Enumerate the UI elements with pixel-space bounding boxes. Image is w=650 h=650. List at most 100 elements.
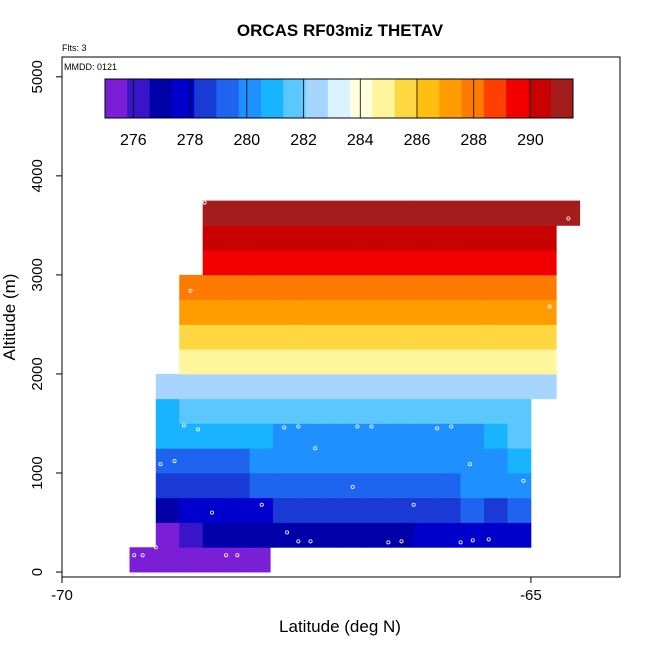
heatmap-cell <box>413 522 438 548</box>
heatmap-cell <box>509 324 534 350</box>
colorbar <box>104 78 574 119</box>
heatmap-cell <box>508 200 533 226</box>
date-annotation: MMDD: 0121 <box>64 62 117 72</box>
colorbar-segment <box>372 79 396 118</box>
colorbar-segment <box>550 79 574 118</box>
heatmap-cell <box>202 299 227 325</box>
heatmap-cell <box>367 349 392 375</box>
heatmap-cell <box>390 522 415 548</box>
colorbar-ticks: 276 278 280 282 284 286 288 290 <box>120 79 544 149</box>
heatmap-cell <box>179 274 204 301</box>
heatmap-cell <box>414 225 439 251</box>
heatmap-cell <box>344 299 369 325</box>
colorbar-segment <box>171 79 195 118</box>
heatmap-cell <box>460 522 485 548</box>
heatmap-cell <box>319 423 344 449</box>
heatmap-cell <box>320 373 345 400</box>
heatmap-cell <box>460 423 485 449</box>
heatmap-cell <box>273 349 298 375</box>
heatmap-cell <box>226 398 250 424</box>
flights-annotation: Flts: 3 <box>62 43 87 53</box>
heatmap-cell <box>438 324 463 350</box>
y-tick-label: 1000 <box>29 456 46 489</box>
heatmap-cell <box>366 448 391 474</box>
heatmap-cell <box>246 547 271 573</box>
colorbar-segment <box>350 79 373 118</box>
observation-point <box>369 424 374 429</box>
heatmap-cell <box>273 473 297 499</box>
heatmap-cell <box>414 349 439 375</box>
heatmap-cell <box>532 324 557 350</box>
heatmap-cell <box>485 324 510 350</box>
observation-point <box>181 423 186 428</box>
heatmap-cell <box>249 274 274 301</box>
heatmap-cell <box>199 547 224 573</box>
heatmap-cell <box>532 250 557 276</box>
observation-point <box>449 424 454 429</box>
heatmap-cell <box>484 448 508 474</box>
colorbar-segment <box>216 79 240 118</box>
heatmap-cell <box>509 225 534 251</box>
colorbar-segment <box>238 79 262 118</box>
heatmap-cell <box>414 274 439 301</box>
heatmap-cell <box>438 250 463 276</box>
heatmap-cell <box>226 250 251 276</box>
heatmap-cell <box>437 448 461 474</box>
heatmap-cell <box>249 522 274 548</box>
heatmap-cell <box>273 398 297 424</box>
heatmap-cell <box>297 274 321 301</box>
heatmap-cell <box>344 373 369 400</box>
heatmap-cell <box>507 448 532 474</box>
heatmap-cell <box>485 250 510 276</box>
x-axis-label: Latitude (deg N) <box>279 617 401 636</box>
heatmap-cell <box>391 225 416 251</box>
observation-point <box>188 288 193 293</box>
heatmap-cell <box>319 522 344 548</box>
heatmap-cell <box>320 250 345 276</box>
heatmap-cell <box>226 473 250 499</box>
heatmap-cell <box>414 250 439 276</box>
heatmap-cell <box>249 299 274 325</box>
heatmap-cell <box>249 423 274 449</box>
observation-point <box>350 484 355 489</box>
observation-point <box>467 462 472 467</box>
heatmap-cell <box>226 497 250 523</box>
heatmap-cell <box>366 497 391 523</box>
heatmap-cell <box>390 448 415 474</box>
observation-point <box>435 426 440 431</box>
heatmap-cell <box>202 349 227 375</box>
heatmap-cell <box>249 324 274 350</box>
heatmap-cell <box>485 200 510 226</box>
heatmap-cell <box>391 349 416 375</box>
colorbar-segment <box>439 79 463 118</box>
heatmap-cell <box>556 200 581 226</box>
heatmap-cell <box>532 349 557 375</box>
heatmap-cell <box>320 324 345 350</box>
observation-point <box>386 540 391 545</box>
heatmap-cell <box>155 448 180 474</box>
observation-point <box>135 372 140 377</box>
heatmap-cell <box>273 299 298 325</box>
heatmap-cell <box>152 547 177 573</box>
observation-point <box>296 539 301 544</box>
heatmap-cell <box>155 423 180 449</box>
heatmap-cell <box>344 324 369 350</box>
y-axis: 0 1000 2000 3000 4000 5000 <box>29 60 62 576</box>
heatmap-cell <box>462 373 486 400</box>
x-tick-label: -65 <box>520 587 542 604</box>
heatmap-cell <box>226 324 251 350</box>
heatmap-cell <box>461 225 486 251</box>
heatmap-cell <box>155 522 180 548</box>
heatmap-cell <box>391 373 416 400</box>
observation-point <box>282 425 287 430</box>
heatmap-cell <box>460 497 485 523</box>
heatmap-cells <box>129 200 581 573</box>
heatmap-cell <box>367 250 392 276</box>
heatmap-cell <box>509 250 534 276</box>
heatmap-cell <box>296 497 321 523</box>
heatmap-cell <box>344 274 369 301</box>
heatmap-cell <box>320 349 345 375</box>
heatmap-cell <box>437 473 461 499</box>
heatmap-cell <box>202 473 227 499</box>
